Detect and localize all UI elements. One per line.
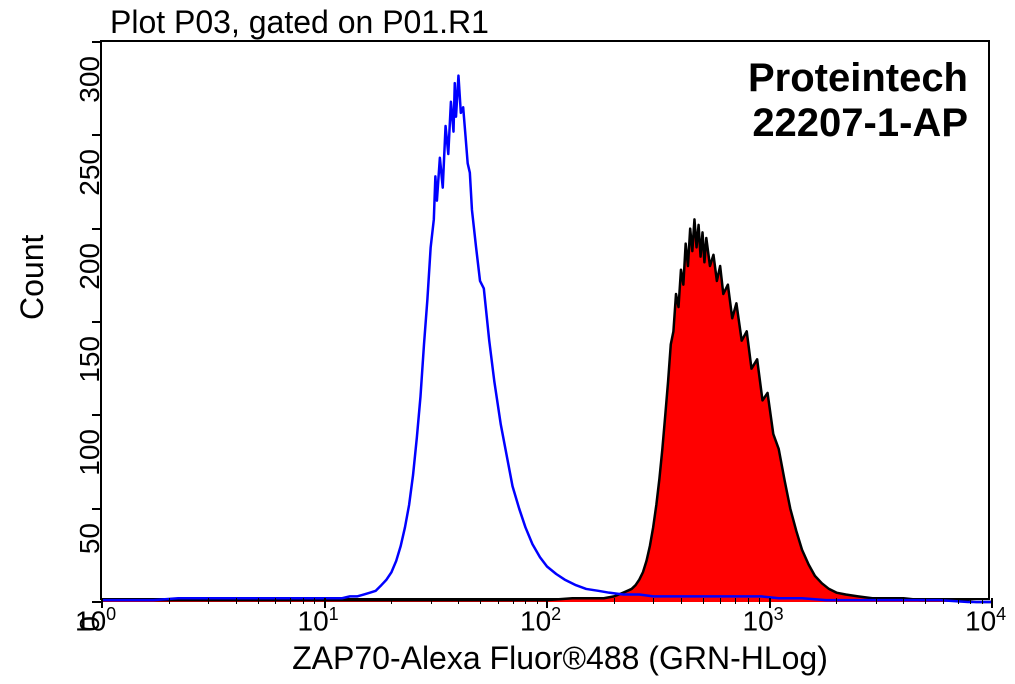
- xtick-minor: [720, 598, 721, 604]
- ytick: [92, 41, 102, 43]
- series-control: [102, 76, 992, 602]
- xtick-minor: [513, 598, 514, 604]
- xtick-label: 102: [520, 604, 561, 637]
- xtick-minor: [943, 598, 944, 604]
- ytick: [92, 228, 102, 230]
- xtick-minor: [958, 598, 959, 604]
- xtick-minor: [275, 598, 276, 604]
- xtick-label: 104: [965, 604, 1006, 637]
- ytick-label: 250: [74, 149, 106, 209]
- series-sample-stroke: [102, 219, 992, 602]
- xtick-minor: [903, 598, 904, 604]
- xtick-minor: [836, 598, 837, 604]
- xtick-minor: [391, 598, 392, 604]
- plot-area: Proteintech 22207-1-AP: [100, 40, 990, 600]
- x-axis-label: ZAP70-Alexa Fluor®488 (GRN-HLog): [150, 640, 970, 677]
- xtick-label: 100: [75, 604, 116, 637]
- ytick: [92, 414, 102, 416]
- xtick-minor: [925, 598, 926, 604]
- xtick-minor: [431, 598, 432, 604]
- ytick-label: 50: [74, 523, 106, 583]
- catalog-number: 22207-1-AP: [748, 101, 968, 146]
- histogram-chart: Plot P03, gated on P01.R1 Count Proteint…: [0, 0, 1015, 684]
- xtick-minor: [169, 598, 170, 604]
- xtick-minor: [290, 598, 291, 604]
- xtick-minor: [208, 598, 209, 604]
- xtick-minor: [236, 598, 237, 604]
- xtick-minor: [681, 598, 682, 604]
- xtick-minor: [480, 598, 481, 604]
- xtick-minor: [614, 598, 615, 604]
- xtick-label: 101: [298, 604, 339, 637]
- ytick-label: 300: [74, 56, 106, 116]
- ytick-label: 150: [74, 336, 106, 396]
- xtick-minor: [876, 598, 877, 604]
- ytick: [92, 321, 102, 323]
- xtick-label: 103: [743, 604, 784, 637]
- ytick-label: 100: [74, 429, 106, 489]
- xtick-minor: [653, 598, 654, 604]
- ytick-label: 200: [74, 243, 106, 303]
- xtick-minor: [498, 598, 499, 604]
- xtick-minor: [703, 598, 704, 604]
- xtick-minor: [458, 598, 459, 604]
- xtick-minor: [735, 598, 736, 604]
- brand-box: Proteintech 22207-1-AP: [748, 56, 968, 146]
- ytick: [92, 508, 102, 510]
- xtick-minor: [258, 598, 259, 604]
- y-axis-label: Count: [14, 235, 51, 320]
- plot-title: Plot P03, gated on P01.R1: [110, 4, 489, 41]
- ytick: [92, 134, 102, 136]
- brand-name: Proteintech: [748, 56, 968, 101]
- series-sample-fill: [102, 219, 992, 602]
